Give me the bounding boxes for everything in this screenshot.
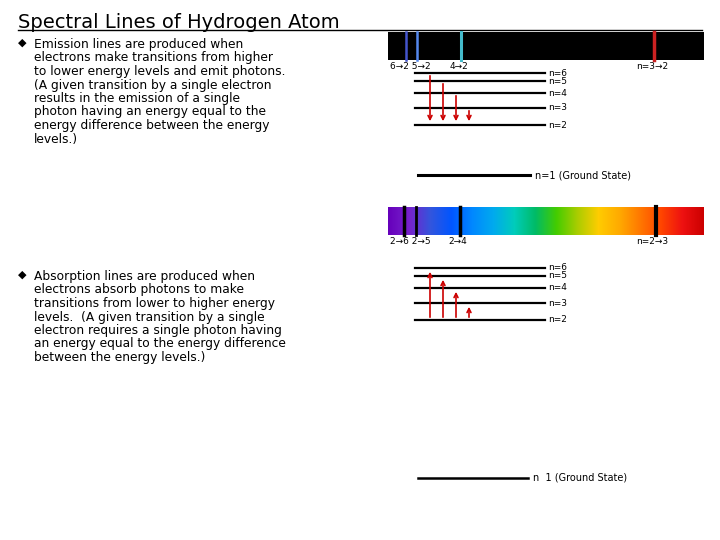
Text: ◆: ◆: [18, 38, 27, 48]
Text: n=2→3: n=2→3: [636, 237, 668, 246]
Text: n=3: n=3: [548, 299, 567, 307]
Text: n=5: n=5: [548, 272, 567, 280]
Text: photon having an energy equal to the: photon having an energy equal to the: [34, 105, 266, 118]
Text: n=3→2: n=3→2: [636, 62, 668, 71]
Text: results in the emission of a single: results in the emission of a single: [34, 92, 240, 105]
Text: electron requires a single photon having: electron requires a single photon having: [34, 324, 282, 337]
Text: (A given transition by a single electron: (A given transition by a single electron: [34, 78, 271, 91]
Text: between the energy levels.): between the energy levels.): [34, 351, 205, 364]
Text: Spectral Lines of Hydrogen Atom: Spectral Lines of Hydrogen Atom: [18, 13, 340, 32]
Text: n=6: n=6: [548, 264, 567, 273]
Text: 2→6 2→5: 2→6 2→5: [390, 237, 431, 246]
Text: 4→2: 4→2: [450, 62, 469, 71]
Text: energy difference between the energy: energy difference between the energy: [34, 119, 269, 132]
Text: n=4: n=4: [548, 284, 567, 293]
Text: Absorption lines are produced when: Absorption lines are produced when: [34, 270, 255, 283]
Text: transitions from lower to higher energy: transitions from lower to higher energy: [34, 297, 275, 310]
Text: ◆: ◆: [18, 270, 27, 280]
Text: levels.  (A given transition by a single: levels. (A given transition by a single: [34, 310, 265, 323]
Text: to lower energy levels and emit photons.: to lower energy levels and emit photons.: [34, 65, 286, 78]
Text: n=2: n=2: [548, 120, 567, 130]
Text: 2→4: 2→4: [448, 237, 467, 246]
Bar: [388, 32, 704, 60]
Text: 6→2 5→2: 6→2 5→2: [390, 62, 431, 71]
Text: n=4: n=4: [548, 89, 567, 98]
Text: n=3: n=3: [548, 104, 567, 112]
Text: electrons absorb photons to make: electrons absorb photons to make: [34, 284, 244, 296]
Text: Emission lines are produced when: Emission lines are produced when: [34, 38, 243, 51]
Text: levels.): levels.): [34, 132, 78, 145]
Text: n=6: n=6: [548, 69, 567, 78]
Text: n=5: n=5: [548, 77, 567, 85]
Text: an energy equal to the energy difference: an energy equal to the energy difference: [34, 338, 286, 350]
Text: n  1 (Ground State): n 1 (Ground State): [533, 473, 627, 483]
Text: n=1 (Ground State): n=1 (Ground State): [535, 170, 631, 180]
Text: electrons make transitions from higher: electrons make transitions from higher: [34, 51, 273, 64]
Text: n=2: n=2: [548, 315, 567, 325]
